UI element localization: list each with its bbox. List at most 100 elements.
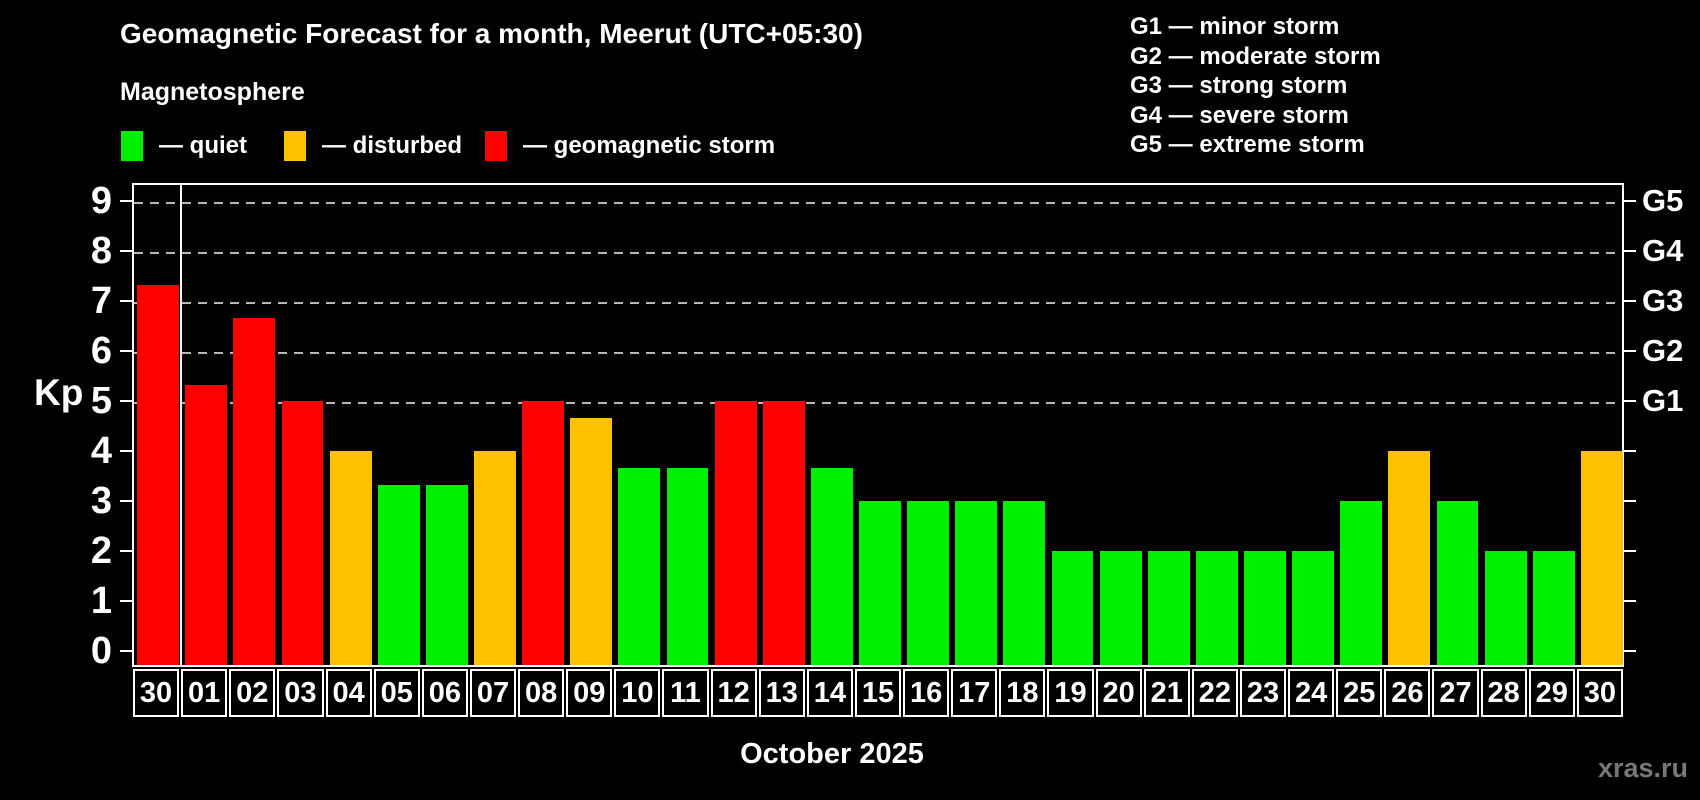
watermark: xras.ru bbox=[1597, 753, 1688, 783]
legend-label-quiet: — quiet bbox=[159, 132, 247, 159]
gridline-kp-7 bbox=[134, 302, 1622, 304]
bar-day-26 bbox=[1388, 451, 1431, 665]
day-label-21-21: 21 bbox=[1143, 669, 1190, 717]
day-label-19-19: 19 bbox=[1047, 669, 1094, 717]
day-label-4-04: 04 bbox=[325, 669, 372, 717]
y-tick-left-6 bbox=[120, 350, 132, 352]
legend-label-disturbed: — disturbed bbox=[322, 132, 463, 159]
day-label-13-13: 13 bbox=[758, 669, 805, 717]
bar-day-12 bbox=[714, 401, 757, 665]
y-tick-label-9: 9 bbox=[90, 180, 112, 222]
bar-day-30 bbox=[137, 284, 179, 665]
legend-swatch-disturbed bbox=[284, 131, 306, 161]
legend-swatch-storm bbox=[485, 131, 507, 161]
x-axis-title: October 2025 bbox=[740, 738, 924, 770]
bar-day-30 bbox=[1580, 451, 1623, 665]
g-legend-item-5: G5 — extreme storm bbox=[1130, 131, 1365, 158]
gridline-kp-5 bbox=[134, 402, 1622, 404]
g-legend-item-1: G1 — minor storm bbox=[1130, 13, 1340, 40]
day-label-15-15: 15 bbox=[854, 669, 902, 717]
y-tick-right-3 bbox=[1624, 500, 1636, 502]
day-label-14-14: 14 bbox=[806, 669, 853, 717]
y-tick-right-9 bbox=[1624, 200, 1636, 202]
day-label-29-29: 29 bbox=[1528, 669, 1575, 717]
g-scale-legend: G1 — minor storm G2 — moderate storm G3 — … bbox=[1130, 12, 1381, 160]
day-label-5-05: 05 bbox=[373, 669, 420, 717]
magnetosphere-label: Magnetosphere bbox=[120, 78, 305, 106]
day-label-16-16: 16 bbox=[903, 669, 950, 717]
y-tick-label-7: 7 bbox=[90, 280, 112, 322]
y-tick-label-0: 0 bbox=[90, 630, 112, 672]
right-axis-label-G3: G3 bbox=[1642, 283, 1684, 318]
day-label-10-10: 10 bbox=[614, 669, 661, 717]
day-label-12-12: 12 bbox=[710, 669, 757, 717]
y-tick-left-5 bbox=[120, 400, 132, 402]
y-tick-label-4: 4 bbox=[90, 430, 112, 472]
day-label-7-07: 07 bbox=[469, 669, 517, 717]
y-tick-right-7 bbox=[1624, 300, 1636, 302]
right-axis-label-G1: G1 bbox=[1642, 383, 1684, 418]
g-legend-item-2: G2 — moderate storm bbox=[1130, 42, 1381, 70]
g-legend-item-3: G3 — strong storm bbox=[1130, 72, 1348, 99]
bar-day-16 bbox=[907, 501, 950, 665]
gridline-kp-6 bbox=[134, 352, 1622, 354]
y-tick-right-8 bbox=[1624, 250, 1636, 252]
bar-day-19 bbox=[1051, 551, 1094, 665]
bar-day-28 bbox=[1484, 551, 1527, 665]
bar-day-04 bbox=[329, 451, 372, 665]
y-tick-left-7 bbox=[120, 300, 132, 302]
day-label-20-20: 20 bbox=[1095, 669, 1142, 717]
y-tick-right-2 bbox=[1624, 550, 1636, 552]
y-axis-title: Kp bbox=[34, 372, 84, 413]
right-axis-label-G5: G5 bbox=[1642, 183, 1684, 218]
y-tick-left-3 bbox=[120, 500, 132, 502]
day-label-0-30: 30 bbox=[133, 669, 180, 717]
gridline-kp-9 bbox=[134, 202, 1622, 204]
bar-day-29 bbox=[1532, 551, 1575, 665]
legend-item-quiet: — quiet bbox=[121, 130, 247, 162]
bar-day-17 bbox=[955, 501, 998, 665]
bar-day-14 bbox=[810, 467, 853, 665]
bar-day-07 bbox=[474, 451, 516, 665]
bar-day-02 bbox=[233, 317, 276, 665]
legend-item-storm: — geomagnetic storm bbox=[485, 130, 775, 162]
bar-day-27 bbox=[1436, 501, 1479, 665]
y-tick-right-1 bbox=[1624, 600, 1636, 602]
legend-swatch-quiet bbox=[121, 131, 143, 161]
bar-day-03 bbox=[281, 401, 324, 665]
y-tick-left-9 bbox=[120, 200, 132, 202]
y-tick-label-6: 6 bbox=[90, 330, 112, 372]
y-tick-right-4 bbox=[1624, 450, 1636, 452]
day-label-1-01: 01 bbox=[181, 669, 228, 717]
day-label-30-30: 30 bbox=[1576, 669, 1623, 717]
month-separator bbox=[180, 185, 183, 665]
y-tick-label-1: 1 bbox=[90, 580, 112, 622]
page-title: Geomagnetic Forecast for a month, Meerut… bbox=[120, 18, 863, 49]
bar-day-23 bbox=[1244, 551, 1286, 665]
bar-day-21 bbox=[1147, 551, 1190, 665]
y-tick-left-0 bbox=[120, 650, 132, 652]
plot-area bbox=[132, 183, 1624, 667]
y-tick-label-3: 3 bbox=[90, 480, 112, 522]
bar-day-25 bbox=[1340, 501, 1383, 665]
legend-label-storm: — geomagnetic storm bbox=[523, 132, 776, 159]
day-label-25-25: 25 bbox=[1336, 669, 1383, 717]
y-tick-left-1 bbox=[120, 600, 132, 602]
bar-day-01 bbox=[185, 384, 228, 665]
day-label-26-26: 26 bbox=[1384, 669, 1431, 717]
day-label-27-27: 27 bbox=[1432, 669, 1479, 717]
bar-day-13 bbox=[762, 401, 805, 665]
right-axis-label-G2: G2 bbox=[1642, 333, 1684, 368]
bar-day-10 bbox=[618, 467, 661, 665]
bar-day-15 bbox=[859, 501, 901, 665]
legend-item-disturbed: — disturbed bbox=[284, 130, 462, 162]
bar-day-24 bbox=[1292, 551, 1335, 665]
y-tick-label-8: 8 bbox=[90, 230, 112, 272]
day-label-18-18: 18 bbox=[999, 669, 1046, 717]
y-tick-label-5: 5 bbox=[90, 380, 112, 422]
day-label-17-17: 17 bbox=[951, 669, 998, 717]
y-tick-right-6 bbox=[1624, 350, 1636, 352]
bar-day-18 bbox=[1003, 501, 1046, 665]
bar-day-20 bbox=[1099, 551, 1142, 665]
